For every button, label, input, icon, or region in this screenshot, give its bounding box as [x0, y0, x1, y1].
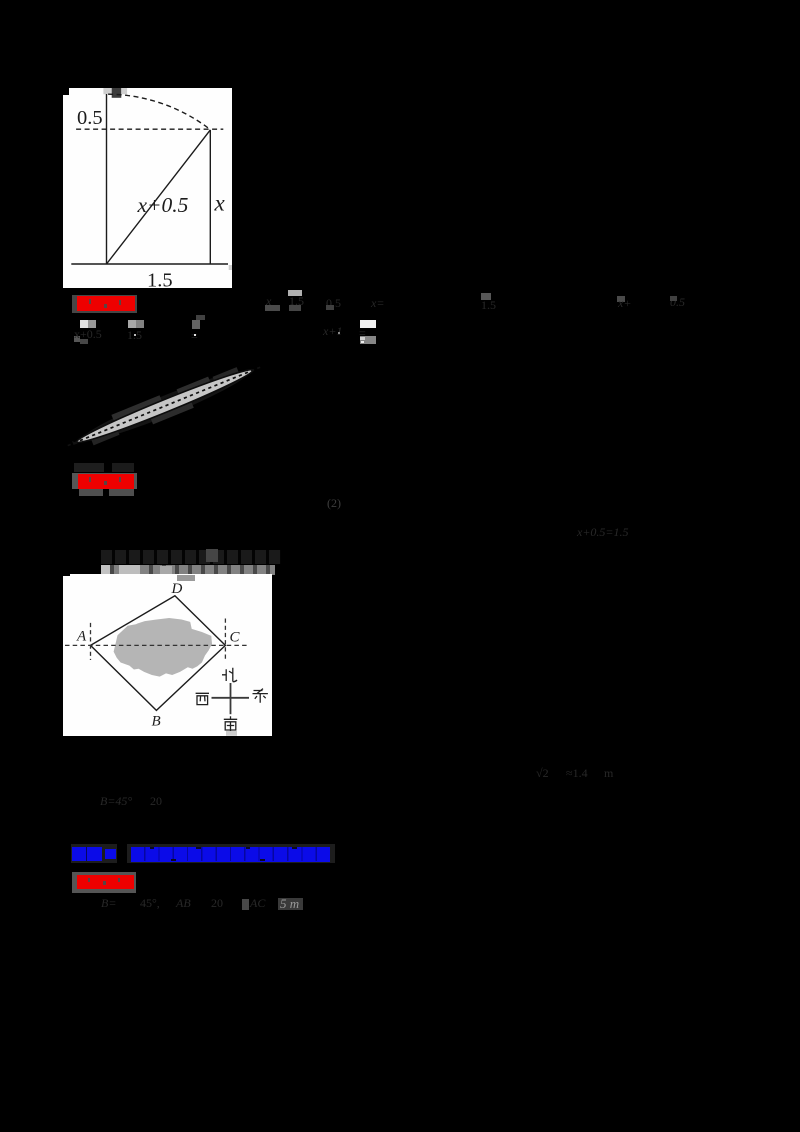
svg-text:D: D: [171, 581, 183, 597]
svg-text:0.5: 0.5: [77, 107, 103, 129]
svg-text:1.5: 1.5: [147, 270, 173, 289]
svg-text:x: x: [214, 191, 226, 216]
svg-text:B: B: [152, 714, 161, 730]
svg-text:A: A: [76, 629, 87, 645]
svg-text:x+0.5: x+0.5: [137, 193, 189, 217]
svg-text:C: C: [230, 630, 241, 646]
